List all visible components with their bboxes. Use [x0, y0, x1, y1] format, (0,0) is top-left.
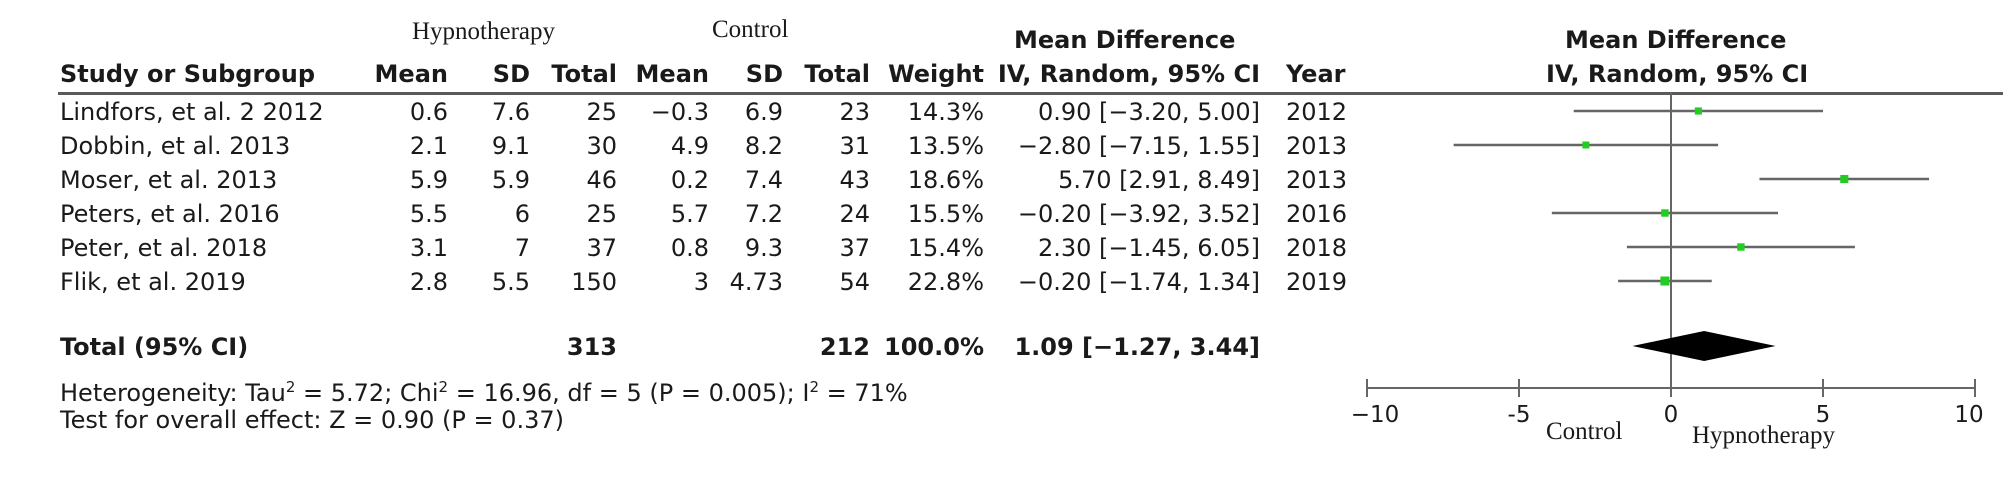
overall-effect-test: Test for overall effect: Z = 0.90 (P = 0… [60, 406, 564, 434]
mean-control: 0.2 [670, 166, 709, 194]
effect-ci: 0.90 [−3.20, 5.00] [1037, 98, 1260, 126]
mean-control: 3 [693, 268, 709, 296]
effect-ci: −2.80 [−7.15, 1.55] [1017, 132, 1260, 160]
col-mean-experimental: Mean [374, 60, 448, 88]
col-total-experimental: Total [551, 60, 617, 88]
pooled-diamond [1632, 331, 1776, 361]
sd-experimental: 5.5 [491, 268, 530, 296]
sd-control: 7.4 [744, 166, 783, 194]
year: 2013 [1286, 166, 1348, 194]
plot-header: Mean Difference [1565, 26, 1787, 54]
total-effect-ci: 1.09 [−1.27, 3.44] [1014, 333, 1260, 361]
mean-experimental: 0.6 [409, 98, 448, 126]
effect-ci: 2.30 [−1.45, 6.05] [1037, 234, 1260, 262]
point-estimate [1694, 107, 1702, 115]
study-name: Flik, et al. 2019 [60, 268, 246, 296]
sd-control: 6.9 [744, 98, 783, 126]
x-tick-label: 0 [1664, 402, 1679, 428]
favours-hypnotherapy-label: Hypnotherapy [1692, 422, 1836, 449]
sd-control: 4.73 [729, 268, 783, 296]
effect-ci: −0.20 [−3.92, 3.52] [1017, 200, 1260, 228]
col-effect-ci: IV, Random, 95% CI [997, 60, 1260, 88]
total-control: 54 [839, 268, 870, 296]
total-experimental: 37 [586, 234, 617, 262]
weight: 15.4% [907, 234, 984, 262]
total-control: 31 [839, 132, 870, 160]
control-group-header: Control [712, 16, 789, 43]
weight: 22.8% [907, 268, 984, 296]
total-experimental: 150 [571, 268, 617, 296]
mean-experimental: 2.1 [409, 132, 448, 160]
sd-control: 9.3 [744, 234, 783, 262]
weight: 15.5% [907, 200, 984, 228]
point-estimate [1840, 174, 1849, 184]
total-experimental: 313 [566, 333, 617, 361]
mean-control: 0.8 [670, 234, 709, 262]
col-sd-experimental: SD [492, 60, 530, 88]
sd-experimental: 5.9 [491, 166, 530, 194]
x-tick-label: −10 [1351, 402, 1400, 428]
weight: 18.6% [907, 166, 984, 194]
total-experimental: 25 [586, 200, 617, 228]
total-experimental: 30 [586, 132, 617, 160]
weight: 13.5% [907, 132, 984, 160]
mean-experimental: 2.8 [409, 268, 448, 296]
year: 2013 [1286, 132, 1348, 160]
study-name: Peters, et al. 2016 [60, 200, 280, 228]
header-rule [58, 92, 2003, 95]
study-name: Moser, et al. 2013 [60, 166, 278, 194]
study-name: Dobbin, et al. 2013 [60, 132, 291, 160]
total-control: 24 [839, 200, 870, 228]
heterogeneity-text: Heterogeneity: Tau2 = 5.72; Chi2 = 16.96… [60, 378, 908, 407]
study-name: Lindfors, et al. 2 2012 [60, 98, 324, 126]
col-weight: Weight [888, 60, 984, 88]
mean-experimental: 5.9 [409, 166, 448, 194]
favours-control-label: Control [1546, 418, 1623, 445]
col-year: Year [1286, 60, 1346, 88]
point-estimate [1737, 243, 1745, 251]
total-control: 37 [839, 234, 870, 262]
col-total-control: Total [804, 60, 870, 88]
x-tick-label: 10 [1954, 402, 1983, 428]
sd-experimental: 9.1 [491, 132, 530, 160]
weight: 14.3% [907, 98, 984, 126]
total-experimental: 46 [586, 166, 617, 194]
point-estimate [1660, 276, 1670, 286]
study-name: Peter, et al. 2018 [60, 234, 268, 262]
effect-ci: 5.70 [2.91, 8.49] [1058, 166, 1260, 194]
point-estimate [1661, 209, 1669, 217]
mean-experimental: 5.5 [409, 200, 448, 228]
plot-subheader: IV, Random, 95% CI [1546, 60, 1809, 88]
total-control: 23 [839, 98, 870, 126]
mean-experimental: 3.1 [409, 234, 448, 262]
year: 2018 [1286, 234, 1348, 262]
mean-control: 4.9 [670, 132, 709, 160]
sd-experimental: 7 [514, 234, 530, 262]
total-weight: 100.0% [884, 333, 984, 361]
col-sd-control: SD [745, 60, 783, 88]
total-control: 43 [839, 166, 870, 194]
col-study: Study or Subgroup [60, 60, 316, 88]
experimental-group-header: Hypnotherapy [412, 18, 556, 45]
year: 2016 [1286, 200, 1348, 228]
x-tick-label: -5 [1508, 402, 1531, 428]
x-tick-label: 5 [1816, 402, 1831, 428]
total-control: 212 [819, 333, 870, 361]
mean-control: 5.7 [670, 200, 709, 228]
year: 2019 [1286, 268, 1348, 296]
sd-control: 8.2 [744, 132, 783, 160]
effect-column-header: Mean Difference [1014, 26, 1236, 54]
col-mean-control: Mean [635, 60, 709, 88]
sd-control: 7.2 [744, 200, 783, 228]
effect-ci: −0.20 [−1.74, 1.34] [1017, 268, 1260, 296]
total-experimental: 25 [586, 98, 617, 126]
point-estimate [1582, 141, 1590, 149]
year: 2012 [1286, 98, 1348, 126]
mean-control: −0.3 [650, 98, 709, 126]
total-label: Total (95% CI) [60, 333, 249, 361]
sd-experimental: 6 [514, 200, 530, 228]
sd-experimental: 7.6 [491, 98, 530, 126]
